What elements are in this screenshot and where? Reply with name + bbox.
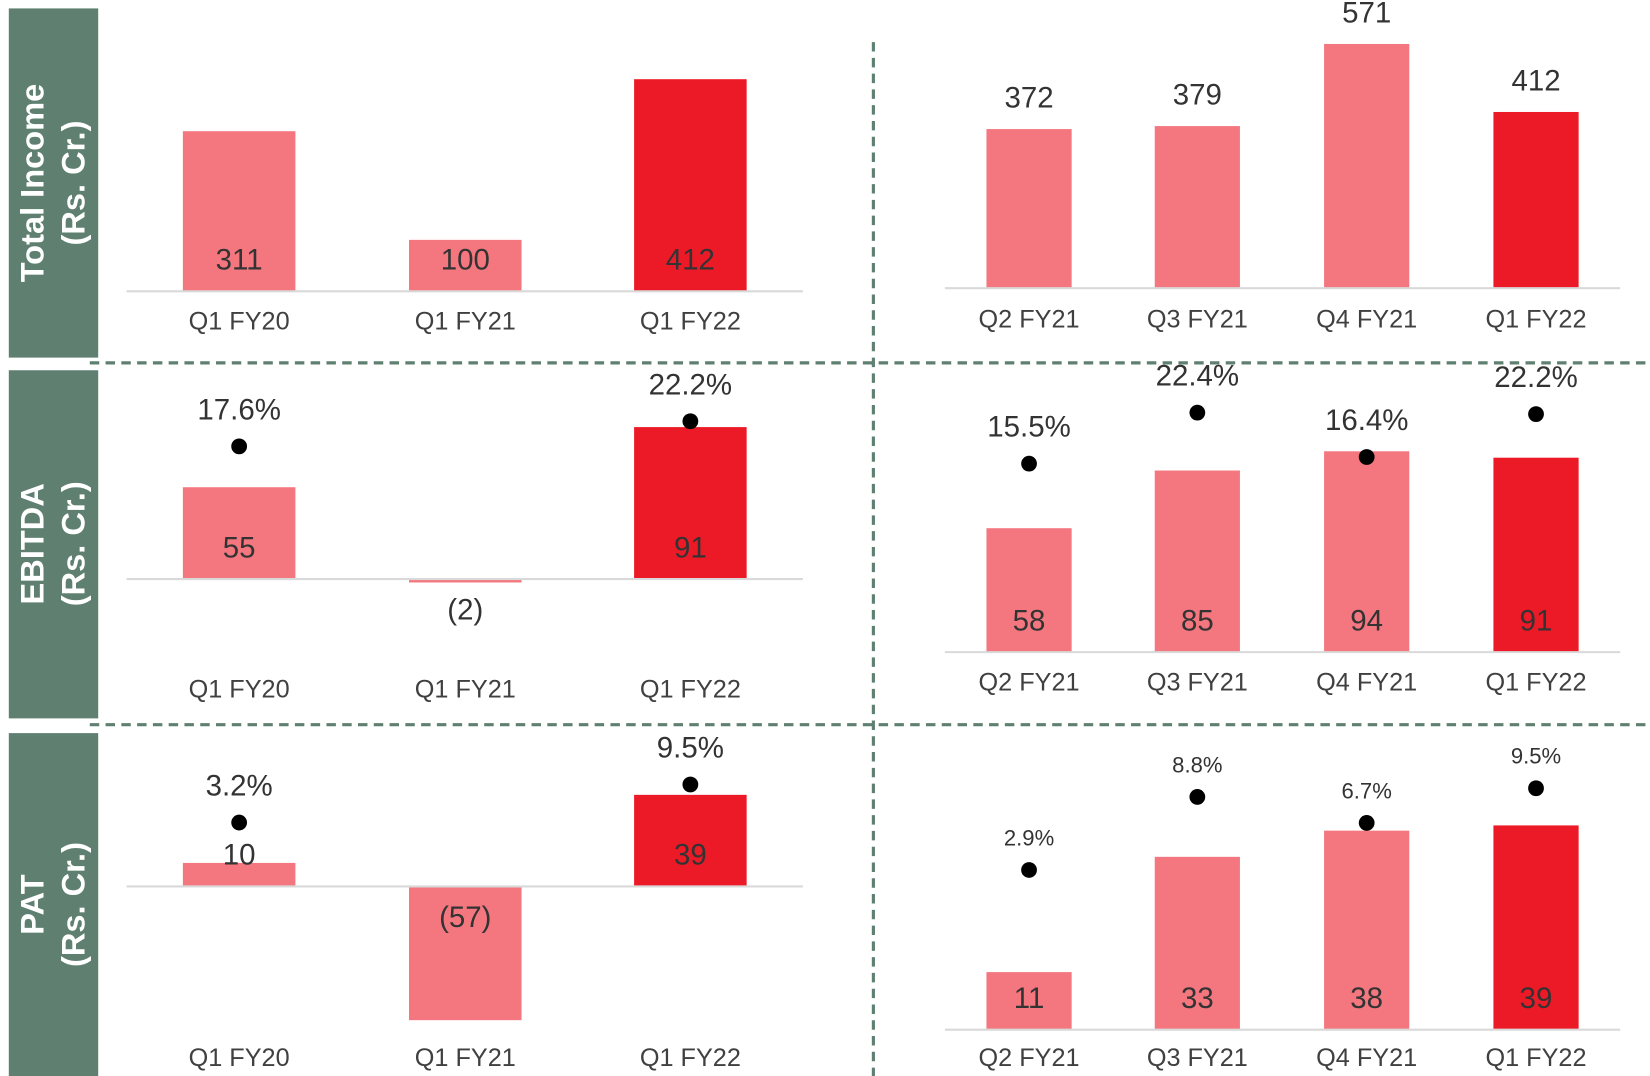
bar [986,528,1072,653]
value-label: 571 [1342,0,1391,29]
value-label: 91 [1520,604,1553,637]
x-tick-label: Q1 FY20 [189,308,290,336]
x-tick-label: Q1 FY22 [640,308,741,336]
x-tick-label: Q1 FY22 [1486,668,1587,696]
bar [1493,111,1579,289]
x-tick-label: Q1 FY22 [640,676,741,704]
x-tick-label: Q1 FY21 [415,308,516,336]
bar [986,972,1072,1030]
value-label: 94 [1350,604,1383,637]
value-label: 100 [441,244,490,277]
bar [634,794,747,887]
value-label: (57) [439,901,491,934]
bar [986,129,1072,289]
margin-label: 9.5% [657,732,724,765]
bar [1154,856,1240,1030]
value-label: 55 [223,531,256,564]
value-label: 412 [666,244,715,277]
bar [1154,470,1240,653]
margin-label: 9.5% [1511,744,1561,769]
margin-dot [1358,815,1375,831]
bar [1493,457,1579,653]
margin-label: 2.9% [1004,825,1054,850]
value-label: 39 [674,839,707,872]
bar [1324,451,1410,653]
margin-dot [1021,862,1037,878]
x-tick-label: Q4 FY21 [1316,305,1417,333]
margin-dot [1358,449,1375,465]
x-tick-label: Q3 FY21 [1147,305,1248,333]
bar [409,886,522,1021]
row-title: Total Income [14,84,51,283]
row-unit: (Rs. Cr.) [55,481,92,606]
x-tick-label: Q1 FY22 [640,1044,741,1072]
bar [182,862,296,887]
margin-label: 3.2% [206,770,273,803]
x-tick-label: Q1 FY20 [189,1044,290,1072]
value-label: 311 [216,244,263,277]
x-tick-label: Q4 FY21 [1316,1044,1417,1072]
bar [182,131,296,292]
margin-label: 6.7% [1342,778,1392,803]
margin-label: 22.2% [649,368,732,401]
row-label-box [8,733,99,1076]
margin-dot [1021,455,1037,472]
margin-label: 17.6% [197,393,280,426]
margin-dot [1528,780,1544,797]
margin-label: 16.4% [1325,404,1408,437]
margin-label: 8.8% [1172,752,1222,777]
x-tick-label: Q1 FY22 [1486,305,1587,333]
x-tick-label: Q1 FY22 [1486,1044,1587,1072]
value-label: 91 [674,531,707,564]
value-label: 58 [1013,604,1046,637]
row-unit: (Rs. Cr.) [55,121,92,246]
value-label: 85 [1181,604,1214,637]
bar [1324,43,1410,289]
margin-dot [682,776,699,793]
value-label: 33 [1181,982,1214,1015]
row-title: PAT [14,874,51,934]
x-tick-label: Q3 FY21 [1147,668,1248,696]
margin-dot [231,814,248,831]
margin-label: 22.4% [1156,360,1239,393]
value-label: (2) [447,594,483,627]
bar [634,427,747,580]
value-label: 372 [1004,81,1053,114]
margin-label: 15.5% [987,411,1070,444]
row-label-box [8,370,99,719]
x-tick-label: Q4 FY21 [1316,668,1417,696]
bar [1493,825,1579,1030]
bar [1154,126,1240,289]
margin-dot [1528,406,1544,423]
x-tick-label: Q1 FY21 [415,676,516,704]
x-tick-label: Q1 FY21 [415,1044,516,1072]
value-label: 38 [1350,982,1383,1015]
dividers [89,42,1650,1076]
margin-dot [231,438,248,455]
bar [409,239,522,292]
x-tick-label: Q2 FY21 [979,305,1080,333]
bar [1324,830,1410,1030]
row-label-box [8,8,99,358]
bar [409,579,522,583]
x-tick-label: Q2 FY21 [979,1044,1080,1072]
value-label: 379 [1173,78,1222,111]
margin-dot [1189,404,1206,421]
x-tick-label: Q3 FY21 [1147,1044,1248,1072]
value-label: 39 [1520,982,1553,1015]
value-label: 412 [1511,64,1560,97]
margin-dot [1189,789,1206,805]
bar [182,487,296,580]
x-tick-label: Q1 FY20 [189,676,290,704]
value-label: 10 [223,839,256,872]
margin-dot [682,413,699,430]
row-title: EBITDA [14,483,51,604]
row-unit: (Rs. Cr.) [55,842,92,967]
value-label: 11 [1014,982,1045,1015]
x-tick-label: Q2 FY21 [979,668,1080,696]
margin-label: 22.2% [1494,361,1577,394]
bar [634,79,747,292]
